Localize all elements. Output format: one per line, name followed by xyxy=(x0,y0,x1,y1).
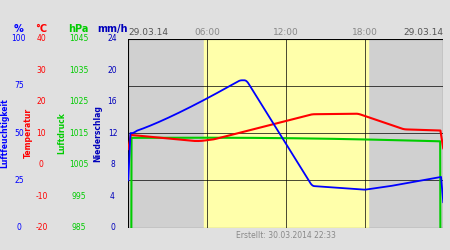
Text: 29.03.14: 29.03.14 xyxy=(403,28,443,37)
Text: 8: 8 xyxy=(110,160,115,169)
Text: mm/h: mm/h xyxy=(97,24,128,34)
Text: hPa: hPa xyxy=(68,24,89,34)
Text: 10: 10 xyxy=(36,128,46,138)
Text: 995: 995 xyxy=(72,192,86,200)
Text: -10: -10 xyxy=(35,192,48,200)
Text: Temperatur: Temperatur xyxy=(23,108,32,158)
Text: 1005: 1005 xyxy=(69,160,89,169)
Text: 30: 30 xyxy=(36,66,46,75)
Text: Niederschlag: Niederschlag xyxy=(94,105,103,162)
Text: 20: 20 xyxy=(108,66,117,75)
Text: 25: 25 xyxy=(14,176,24,185)
Text: 75: 75 xyxy=(14,82,24,90)
Text: 20: 20 xyxy=(36,97,46,106)
Text: 1015: 1015 xyxy=(69,128,88,138)
Text: 06:00: 06:00 xyxy=(194,28,220,37)
Text: 12:00: 12:00 xyxy=(273,28,299,37)
Text: 0: 0 xyxy=(17,223,21,232)
Text: 40: 40 xyxy=(36,34,46,43)
Text: -20: -20 xyxy=(35,223,48,232)
Text: 50: 50 xyxy=(14,128,24,138)
Text: 0: 0 xyxy=(110,223,115,232)
Bar xyxy=(204,39,369,228)
Text: 29.03.14: 29.03.14 xyxy=(128,28,168,37)
Text: 4: 4 xyxy=(110,192,115,200)
Text: 1045: 1045 xyxy=(69,34,89,43)
Text: 985: 985 xyxy=(72,223,86,232)
Text: 18:00: 18:00 xyxy=(351,28,378,37)
Text: °C: °C xyxy=(36,24,47,34)
Text: 1025: 1025 xyxy=(69,97,88,106)
Text: Erstellt: 30.03.2014 22:33: Erstellt: 30.03.2014 22:33 xyxy=(236,231,336,240)
Text: 0: 0 xyxy=(39,160,44,169)
Text: 12: 12 xyxy=(108,128,117,138)
Text: 1035: 1035 xyxy=(69,66,89,75)
Text: Luftdruck: Luftdruck xyxy=(58,112,67,154)
Text: 16: 16 xyxy=(108,97,117,106)
Text: 24: 24 xyxy=(108,34,117,43)
Text: Luftfeuchtigkeit: Luftfeuchtigkeit xyxy=(0,98,9,168)
Text: %: % xyxy=(14,24,24,34)
Text: 100: 100 xyxy=(12,34,26,43)
